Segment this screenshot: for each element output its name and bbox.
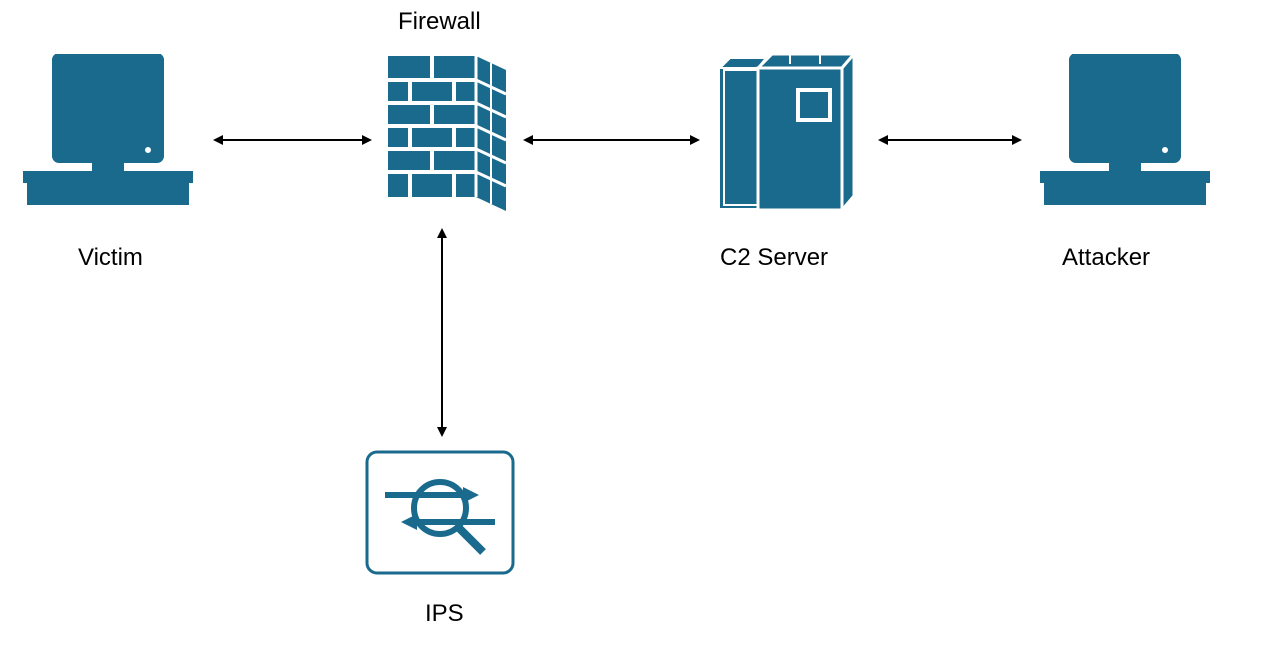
ips-icon xyxy=(365,450,515,575)
network-diagram: Victim Firewall C2 Server Attacker IPS xyxy=(0,0,1279,650)
firewall-label: Firewall xyxy=(398,8,481,36)
ips-label: IPS xyxy=(425,600,464,628)
firewall-icon xyxy=(388,56,508,211)
victim-label: Victim xyxy=(78,244,143,272)
c2-server-icon xyxy=(720,50,855,210)
attacker-icon xyxy=(1040,54,1210,209)
c2-label: C2 Server xyxy=(720,244,828,272)
attacker-label: Attacker xyxy=(1062,244,1150,272)
victim-icon xyxy=(23,54,193,209)
